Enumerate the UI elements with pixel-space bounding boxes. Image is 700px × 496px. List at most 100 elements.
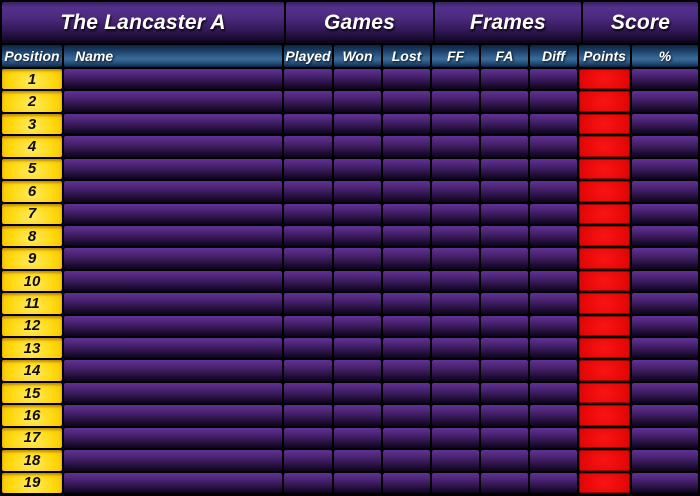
points-cell [579,91,630,112]
position-cell: 11 [2,293,62,314]
table-row: 13 [2,338,698,359]
points-cell [579,360,630,381]
table-row: 16 [2,405,698,426]
position-cell: 13 [2,338,62,359]
lost-cell [383,270,430,292]
diff-cell [530,450,577,471]
played-cell [284,248,332,269]
fa-cell [481,293,528,314]
column-header-row: Position Name Played Won Lost FF FA Diff… [2,45,698,67]
won-cell [334,472,381,494]
lost-cell [383,248,430,269]
played-cell [284,405,332,426]
diff-cell [530,338,577,359]
ff-cell [432,427,479,449]
fa-cell [481,203,528,224]
percent-cell [632,338,698,359]
percent-cell [632,405,698,426]
diff-cell [530,270,577,292]
fa-cell [481,315,528,337]
fa-cell [481,360,528,381]
name-cell [64,338,282,359]
fa-cell [481,270,528,292]
position-cell: 14 [2,360,62,381]
lost-cell [383,91,430,112]
percent-cell [632,225,698,247]
points-cell [579,315,630,337]
percent-cell [632,472,698,494]
position-cell: 8 [2,225,62,247]
percent-cell [632,427,698,449]
ff-cell [432,136,479,157]
fa-cell [481,248,528,269]
group-header-score: Score [583,2,698,43]
ff-cell [432,450,479,471]
played-cell [284,315,332,337]
won-cell [334,225,381,247]
played-cell [284,225,332,247]
points-cell [579,338,630,359]
diff-cell [530,203,577,224]
diff-cell [530,405,577,426]
position-cell: 10 [2,270,62,292]
name-cell [64,450,282,471]
table-row: 12 [2,315,698,337]
points-cell [579,472,630,494]
percent-cell [632,91,698,112]
diff-cell [530,360,577,381]
ff-cell [432,360,479,381]
played-cell [284,450,332,471]
played-cell [284,427,332,449]
lost-cell [383,382,430,404]
lost-cell [383,360,430,381]
diff-cell [530,158,577,180]
col-header-diff: Diff [530,45,577,67]
table-row: 15 [2,382,698,404]
fa-cell [481,181,528,202]
fa-cell [481,472,528,494]
won-cell [334,248,381,269]
lost-cell [383,158,430,180]
position-cell: 17 [2,427,62,449]
table-row: 17 [2,427,698,449]
points-cell [579,203,630,224]
name-cell [64,225,282,247]
won-cell [334,91,381,112]
played-cell [284,338,332,359]
fa-cell [481,91,528,112]
ff-cell [432,248,479,269]
name-cell [64,158,282,180]
name-cell [64,113,282,135]
name-cell [64,248,282,269]
played-cell [284,293,332,314]
lost-cell [383,136,430,157]
diff-cell [530,181,577,202]
diff-cell [530,472,577,494]
lost-cell [383,225,430,247]
name-cell [64,360,282,381]
position-cell: 2 [2,91,62,112]
ff-cell [432,181,479,202]
lost-cell [383,338,430,359]
table-row: 9 [2,248,698,269]
lost-cell [383,472,430,494]
points-cell [579,113,630,135]
percent-cell [632,181,698,202]
played-cell [284,181,332,202]
ff-cell [432,382,479,404]
played-cell [284,113,332,135]
fa-cell [481,338,528,359]
lost-cell [383,315,430,337]
ff-cell [432,91,479,112]
name-cell [64,136,282,157]
table-row: 19 [2,472,698,494]
points-cell [579,225,630,247]
won-cell [334,136,381,157]
fa-cell [481,225,528,247]
ff-cell [432,69,479,90]
col-header-played: Played [284,45,332,67]
lost-cell [383,69,430,90]
table-row: 8 [2,225,698,247]
col-header-won: Won [334,45,381,67]
